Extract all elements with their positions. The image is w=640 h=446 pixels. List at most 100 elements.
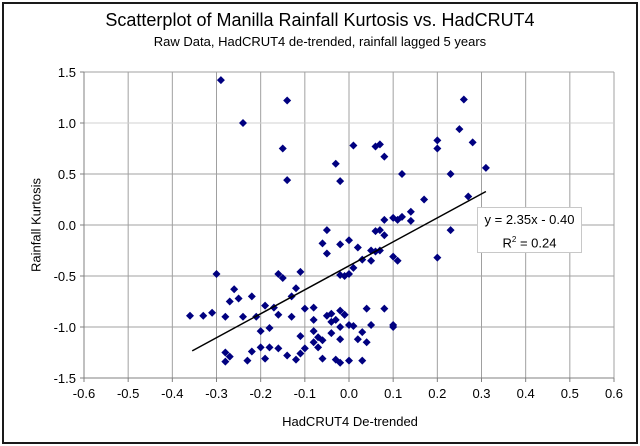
data-point [239,119,247,127]
data-point [459,95,468,104]
data-point [336,270,345,279]
x-tick-label: 0.5 [561,386,579,401]
data-point [336,306,345,315]
data-point [225,297,234,306]
data-point [345,320,353,329]
data-point [353,243,362,252]
data-point [283,351,292,360]
data-point [362,338,371,347]
y-tick-label: 0.0 [58,218,76,233]
data-point [221,357,230,366]
data-point [406,207,415,216]
data-point [314,343,323,352]
data-point [446,170,455,178]
data-point [380,231,389,240]
data-point [186,311,194,320]
y-tick-label: 0.5 [58,167,76,182]
r-squared: R2 = 0.24 [502,235,557,251]
data-point [349,263,358,272]
y-tick-label: 1.5 [58,65,76,80]
data-point [433,136,442,145]
data-point [371,227,380,236]
y-tick-label: 1.0 [58,116,76,131]
data-point [345,236,353,245]
data-point [336,335,345,344]
data-point [278,144,287,153]
data-point [468,138,477,147]
data-point [362,304,371,313]
data-point [309,338,318,347]
data-point [247,347,256,356]
data-point [274,344,283,353]
data-point [309,327,318,336]
data-point [300,304,309,313]
data-point [455,125,464,134]
data-point [336,323,345,331]
x-tick-label: -0.4 [161,386,183,401]
data-point [433,253,442,262]
data-point [221,348,230,357]
data-point [283,96,292,105]
x-tick-label: -0.2 [249,386,271,401]
x-axis-label: HadCRUT4 De-trended [282,414,418,429]
data-point [358,356,367,365]
data-point [340,310,349,319]
data-point [380,152,389,161]
data-point [464,192,473,201]
data-point [318,239,327,248]
data-point [358,328,367,337]
data-point [393,256,402,265]
data-point [380,304,389,313]
y-tick-label: -1.5 [54,371,76,386]
data-point [261,301,270,310]
data-point [336,177,345,186]
trendline-equation: y = 2.35x - 0.40 [484,212,575,227]
data-point [318,354,327,363]
x-tick-label: 0.2 [428,386,446,401]
data-point [322,249,331,258]
data-point [345,356,353,365]
data-point [327,329,336,338]
data-point [309,315,318,324]
data-point [274,310,283,319]
data-point [208,308,217,317]
data-point [256,327,265,336]
x-tick-label: -0.3 [205,386,227,401]
data-points [186,76,490,367]
x-tick-label: 0.4 [517,386,535,401]
data-point [221,312,230,321]
data-point [265,324,274,333]
y-axis-label: Rainfall Kurtosis [28,178,44,272]
x-tick-label: 0.6 [605,386,623,401]
data-point [216,76,225,85]
chart-title: Scatterplot of Manilla Rainfall Kurtosis… [105,10,535,30]
data-point [225,352,234,361]
data-point [389,323,398,331]
data-point [278,274,287,283]
x-tick-label: 0.3 [472,386,490,401]
data-point [349,141,358,150]
data-point [243,356,252,365]
data-point [375,140,384,149]
data-point [292,355,300,364]
data-point [331,315,340,324]
data-point [212,269,221,278]
data-point [336,358,345,367]
data-point [331,159,340,168]
data-point [318,336,327,345]
x-tick-label: -0.5 [117,386,139,401]
data-point [283,176,292,185]
data-point [274,269,283,278]
data-point [481,163,490,172]
data-point [287,312,296,321]
chart-subtitle: Raw Data, HadCRUT4 de-trended, rainfall … [153,34,487,49]
data-point [230,285,239,294]
data-point [300,344,309,353]
data-point [446,226,455,235]
data-point [389,252,398,261]
data-point [389,213,398,222]
data-point [309,303,318,312]
x-tick-label: 0.0 [340,386,358,401]
trendline [191,190,487,352]
